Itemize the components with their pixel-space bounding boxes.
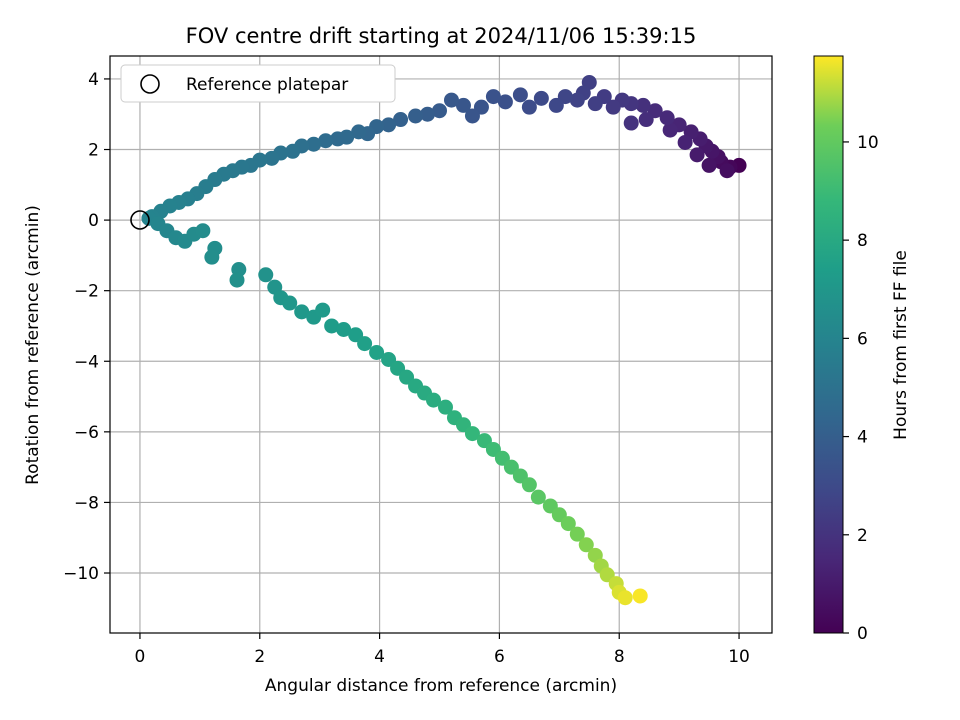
data-point [315, 302, 331, 318]
x-tick-label: 8 [614, 647, 625, 667]
data-points [141, 74, 747, 606]
y-axis-label: Rotation from reference (arcmin) [23, 205, 43, 485]
data-point [578, 537, 594, 553]
x-tick-label: 10 [728, 647, 750, 667]
data-point [204, 249, 220, 265]
data-point [560, 516, 576, 532]
y-tick-label: 0 [88, 211, 99, 231]
data-point [512, 87, 528, 103]
data-point [258, 267, 274, 283]
data-point [689, 147, 705, 163]
legend-label: Reference platepar [186, 75, 348, 95]
data-point [638, 112, 654, 128]
data-point [497, 94, 513, 110]
colorbar-label: Hours from first FF file [891, 250, 911, 440]
data-point [548, 97, 564, 113]
data-point [336, 322, 352, 338]
data-point [617, 590, 633, 606]
data-point [437, 399, 453, 415]
legend: Reference platepar [120, 64, 396, 103]
data-point [306, 136, 322, 152]
legend-marker [140, 74, 160, 94]
data-point [569, 92, 585, 108]
data-point [330, 131, 346, 147]
colorbar-tick-label: 2 [857, 526, 868, 546]
data-point [294, 304, 310, 320]
data-point [464, 108, 480, 124]
y-tick-label: −2 [74, 282, 99, 302]
x-axis-label: Angular distance from reference (arcmin) [265, 676, 617, 696]
data-point [195, 223, 211, 239]
data-point [659, 110, 675, 126]
y-tick-label: −6 [74, 423, 99, 443]
x-tick-label: 6 [494, 647, 505, 667]
y-tick-label: −8 [74, 493, 99, 513]
colorbar-tick-label: 10 [857, 133, 879, 153]
data-point [635, 97, 651, 113]
data-point [357, 336, 373, 352]
legend-box [120, 64, 396, 103]
data-point [229, 272, 245, 288]
data-point [369, 344, 385, 360]
data-point [264, 150, 280, 166]
data-point [632, 588, 648, 604]
data-point [701, 157, 717, 173]
chart-title: FOV centre drift starting at 2024/11/06 … [186, 24, 697, 48]
data-point [351, 124, 367, 140]
data-point [485, 89, 501, 105]
data-point [623, 115, 639, 131]
data-point [420, 106, 436, 122]
data-point [432, 103, 448, 119]
data-point [318, 133, 334, 149]
x-tick-label: 0 [135, 647, 146, 667]
grid-lines [110, 56, 772, 633]
y-tick-label: 4 [88, 70, 99, 90]
data-point [443, 92, 459, 108]
data-point [282, 295, 298, 311]
x-axis-ticks: 0 2 4 6 8 10 [135, 633, 750, 667]
data-point [587, 96, 603, 112]
colorbar-ticks: 0 2 4 6 8 10 [843, 133, 879, 644]
colorbar-tick-label: 8 [857, 231, 868, 251]
data-point [530, 489, 546, 505]
reference-platepar-marker [130, 210, 150, 230]
data-point [662, 122, 678, 138]
data-point [677, 134, 693, 150]
data-point [719, 163, 735, 179]
data-point [521, 99, 537, 115]
data-point [605, 99, 621, 115]
colorbar-tick-label: 4 [857, 428, 868, 448]
colorbar: 0 2 4 6 8 10 Hours from first FF file [813, 55, 911, 644]
x-tick-label: 2 [254, 647, 265, 667]
data-point [381, 117, 397, 133]
data-point [324, 318, 340, 334]
data-point [285, 143, 301, 159]
data-point [533, 90, 549, 106]
x-tick-label: 4 [374, 647, 385, 667]
data-point [521, 477, 537, 493]
data-point [426, 392, 442, 408]
y-tick-label: −10 [63, 564, 99, 584]
data-point [455, 97, 471, 113]
colorbar-gradient [813, 55, 844, 634]
data-point [408, 108, 424, 124]
colorbar-tick-label: 6 [857, 329, 868, 349]
y-axis-ticks: −10 −8 −6 −4 −2 0 2 4 [63, 70, 110, 584]
data-point [393, 112, 409, 128]
plot-frame [109, 55, 773, 634]
data-point [569, 526, 585, 542]
y-tick-label: −4 [74, 352, 99, 372]
data-point [464, 426, 480, 442]
y-tick-label: 2 [88, 141, 99, 161]
colorbar-tick-label: 0 [857, 624, 868, 644]
